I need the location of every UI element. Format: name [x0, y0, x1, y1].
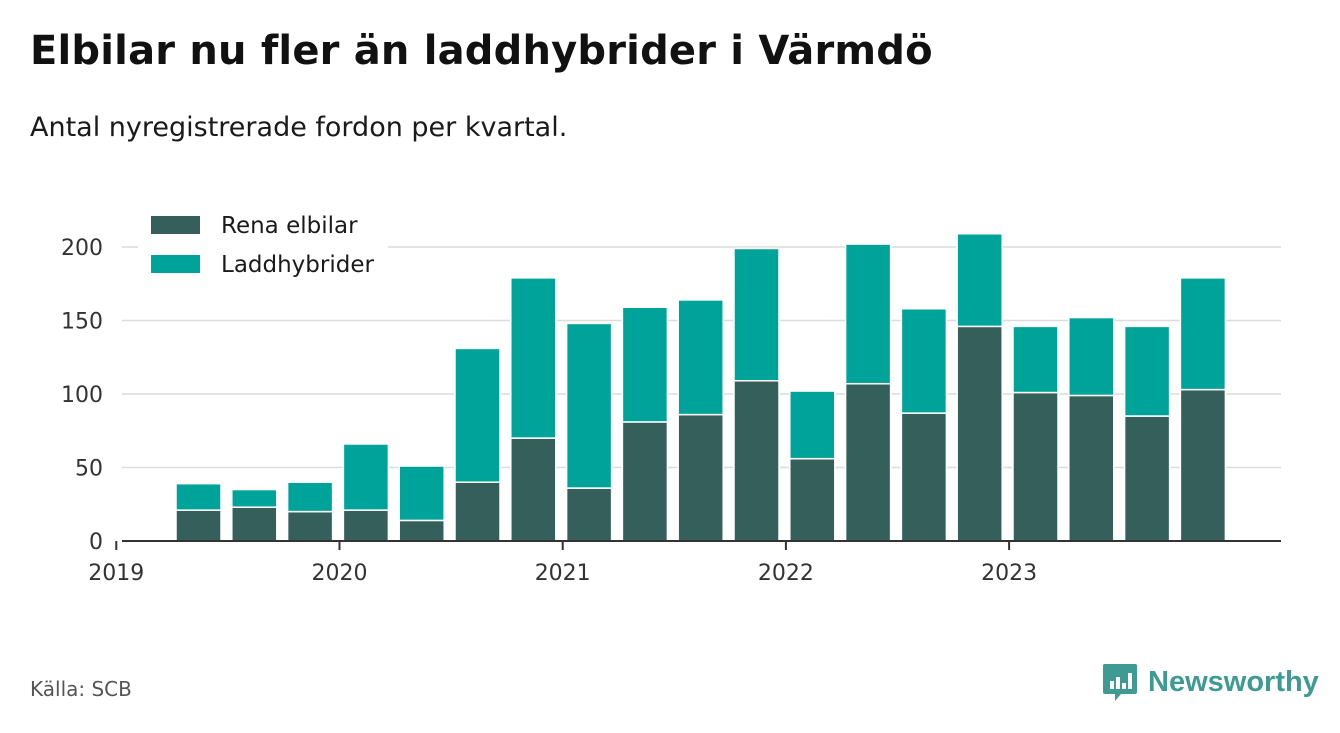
- bar-rena-elbilar: [565, 487, 613, 542]
- bar-laddhybrider: [677, 299, 724, 416]
- bar-laddhybrider: [733, 247, 780, 382]
- bar-rena-elbilar: [175, 509, 222, 542]
- bar-laddhybrider: [1068, 316, 1115, 397]
- legend-swatch: [151, 255, 200, 273]
- y-tick-label: 150: [61, 310, 103, 335]
- bar-rena-elbilar: [286, 510, 334, 542]
- bar-laddhybrider: [231, 488, 278, 508]
- bar-laddhybrider: [789, 390, 836, 460]
- source-note: Källa: SCB: [30, 677, 132, 701]
- bar-laddhybrider: [398, 465, 445, 522]
- x-tick-label: 2020: [312, 561, 368, 586]
- legend-swatch: [151, 216, 200, 234]
- bar-rena-elbilar: [510, 437, 557, 542]
- chart-title: Elbilar nu fler än laddhybrider i Värmdö: [30, 28, 933, 74]
- bar-rena-elbilar: [1123, 415, 1171, 542]
- bar-rena-elbilar: [844, 382, 892, 542]
- bar-rena-elbilar: [231, 506, 278, 542]
- x-tick-label: 2023: [981, 561, 1037, 586]
- bar-laddhybrider: [621, 306, 669, 423]
- bar-rena-elbilar: [1179, 388, 1227, 542]
- y-tick-label: 100: [61, 383, 103, 408]
- legend-label: Laddhybrider: [221, 252, 374, 278]
- bar-laddhybrider: [1012, 325, 1059, 394]
- y-tick-label: 200: [61, 236, 103, 261]
- bar-rena-elbilar: [677, 413, 724, 542]
- bar-rena-elbilar: [342, 509, 390, 542]
- bar-rena-elbilar: [398, 519, 445, 542]
- bar-rena-elbilar: [900, 412, 948, 542]
- bar-laddhybrider: [510, 277, 557, 439]
- newsworthy-logo-icon: [1102, 662, 1138, 702]
- bar-rena-elbilar: [621, 421, 669, 542]
- bar-rena-elbilar: [1012, 391, 1059, 542]
- x-tick-label: 2019: [88, 561, 144, 586]
- brand-name: Newsworthy: [1148, 665, 1319, 698]
- bar-laddhybrider: [454, 347, 501, 483]
- brand-logo: Newsworthy: [1102, 662, 1319, 702]
- x-tick-label: 2022: [758, 561, 814, 586]
- bars: [175, 233, 1227, 542]
- x-tick-label: 2021: [535, 561, 591, 586]
- bar-laddhybrider: [900, 307, 948, 414]
- y-axis: 0 50 100 150 200: [61, 236, 103, 555]
- bar-laddhybrider: [565, 322, 613, 489]
- x-axis: 2019 2020 2021 2022 2023: [88, 541, 1037, 586]
- bar-rena-elbilar: [1068, 394, 1115, 542]
- legend-label: Rena elbilar: [221, 213, 358, 239]
- chart-subtitle: Antal nyregistrerade fordon per kvartal.: [30, 112, 568, 143]
- bar-laddhybrider: [175, 482, 222, 511]
- y-tick-label: 0: [89, 530, 103, 555]
- bar-rena-elbilar: [733, 380, 780, 542]
- legend: Rena elbilar Laddhybrider: [138, 207, 388, 289]
- bar-laddhybrider: [956, 233, 1003, 328]
- bar-laddhybrider: [1179, 277, 1227, 391]
- bar-rena-elbilar: [789, 457, 836, 542]
- bar-laddhybrider: [342, 443, 390, 511]
- bar-rena-elbilar: [454, 481, 501, 542]
- bar-laddhybrider: [844, 243, 892, 385]
- bar-laddhybrider: [286, 481, 334, 513]
- bar-rena-elbilar: [956, 325, 1003, 542]
- bar-laddhybrider: [1123, 325, 1171, 417]
- y-tick-label: 50: [75, 457, 103, 482]
